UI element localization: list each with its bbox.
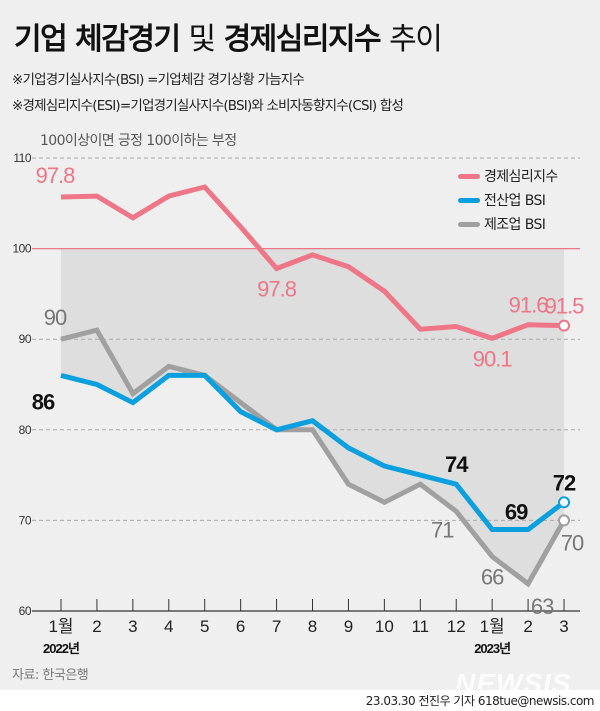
data-label-all-industry-bsi: 72	[553, 470, 576, 495]
shaded-area	[61, 248, 565, 584]
legend-item-manufacturing-bsi: 제조업 BSI	[458, 212, 558, 236]
data-label-manufacturing-bsi: 63	[531, 594, 554, 619]
y-tick-label: 80	[19, 423, 32, 437]
series-line-all-industry-bsi	[60, 372, 566, 532]
x-tick-label: 6	[236, 617, 245, 636]
x-tick-label: 10	[375, 617, 394, 636]
legend-label-all-industry-bsi: 전산업 BSI	[484, 193, 546, 209]
data-labels: 97.8 97.8 90.1 91.691.5 86 74 69 72 90 71 66 63 70	[32, 163, 585, 619]
data-label-all-industry-bsi: 74	[445, 452, 469, 477]
data-label-esi: 91.6	[509, 293, 549, 318]
y-tick-label: 60	[19, 604, 32, 618]
series-line-esi	[60, 184, 565, 341]
x-tick-label: 9	[344, 617, 353, 636]
title-part-2: 및	[188, 22, 217, 57]
data-label-manufacturing-bsi: 70	[561, 530, 584, 555]
chart-subtitle: 100이상이면 긍정 100이하는 부정	[40, 133, 237, 149]
y-tick-label: 110	[13, 151, 31, 165]
newsis-watermark: NEWSIS	[455, 668, 572, 699]
legend-swatch-esi	[458, 173, 480, 179]
note-bsi-definition: ※기업경기실사지수(BSI) =기업체감 경기상황 가늠지수	[12, 72, 305, 88]
byline: 23.03.30 전진우 기자 618tue@newsis.com	[365, 694, 595, 708]
data-label-all-industry-bsi: 69	[505, 499, 528, 524]
data-label-esi: 97.8	[257, 277, 297, 302]
x-tick-label: 1월	[480, 617, 505, 636]
legend: 경제심리지수 전산업 BSI 제조업 BSI	[458, 164, 558, 236]
y-tick-label: 70	[19, 513, 32, 527]
series-layer	[60, 184, 571, 588]
end-marker-all-industry-bsi	[558, 496, 571, 509]
y-tick-label: 90	[19, 332, 32, 346]
x-tick-label: 12	[447, 617, 466, 636]
x-tick-label: 5	[200, 617, 209, 636]
legend-item-esi: 경제심리지수	[458, 164, 558, 188]
x-tick-label: 3	[559, 617, 568, 636]
title-part-4: 추이	[389, 22, 443, 57]
legend-label-esi: 경제심리지수	[484, 169, 558, 185]
series-line-manufacturing-bsi	[60, 327, 567, 588]
legend-item-all-industry-bsi: 전산업 BSI	[458, 188, 558, 212]
x-tick-label: 2	[523, 617, 532, 636]
source-note: 자료: 한국은행	[12, 668, 89, 683]
year-label: 2022년	[43, 641, 79, 656]
legend-swatch-manufacturing-bsi	[458, 221, 480, 227]
note-esi-definition: ※경제심리지수(ESI)=기업경기실사지수(BSI)와 소비자동향지수(CSI)…	[12, 98, 404, 114]
legend-label-manufacturing-bsi: 제조업 BSI	[484, 217, 546, 233]
legend-swatch-all-industry-bsi	[458, 197, 480, 203]
data-label-esi: 90.1	[473, 346, 513, 371]
x-tick-label: 3	[128, 617, 137, 636]
line-chart: 60 70 80 90 100 110 1월 2 3 4 5 6 7 8 9 10 11 12 1월 2 3 2022년…	[12, 151, 585, 656]
page-title: 기업 체감경기 및 경제심리지수 추이	[14, 14, 443, 58]
title-part-1: 기업 체감경기	[14, 22, 181, 57]
end-marker-esi	[558, 319, 571, 332]
data-label-esi: 97.8	[36, 163, 76, 188]
shade-layer	[61, 248, 565, 584]
x-tick-label: 1월	[48, 617, 73, 636]
y-tick-label: 100	[12, 242, 31, 256]
x-tick-label: 11	[411, 617, 429, 636]
data-label-esi: 91.5	[545, 294, 585, 319]
x-tick-label: 8	[308, 617, 317, 636]
x-tick-label: 2	[92, 617, 101, 636]
x-tick-label: 7	[272, 617, 281, 636]
data-label-all-industry-bsi: 86	[32, 389, 55, 414]
year-label: 2023년	[474, 641, 510, 656]
data-label-manufacturing-bsi: 90	[44, 305, 67, 330]
x-axis: 1월 2 3 4 5 6 7 8 9 10 11 12 1월 2 3 2022년 2023년	[43, 599, 569, 656]
title-part-3: 경제심리지수	[223, 22, 382, 57]
x-tick-label: 4	[164, 617, 173, 636]
end-marker-manufacturing-bsi	[558, 514, 571, 527]
data-label-manufacturing-bsi: 71	[431, 517, 454, 542]
data-label-manufacturing-bsi: 66	[481, 565, 504, 590]
